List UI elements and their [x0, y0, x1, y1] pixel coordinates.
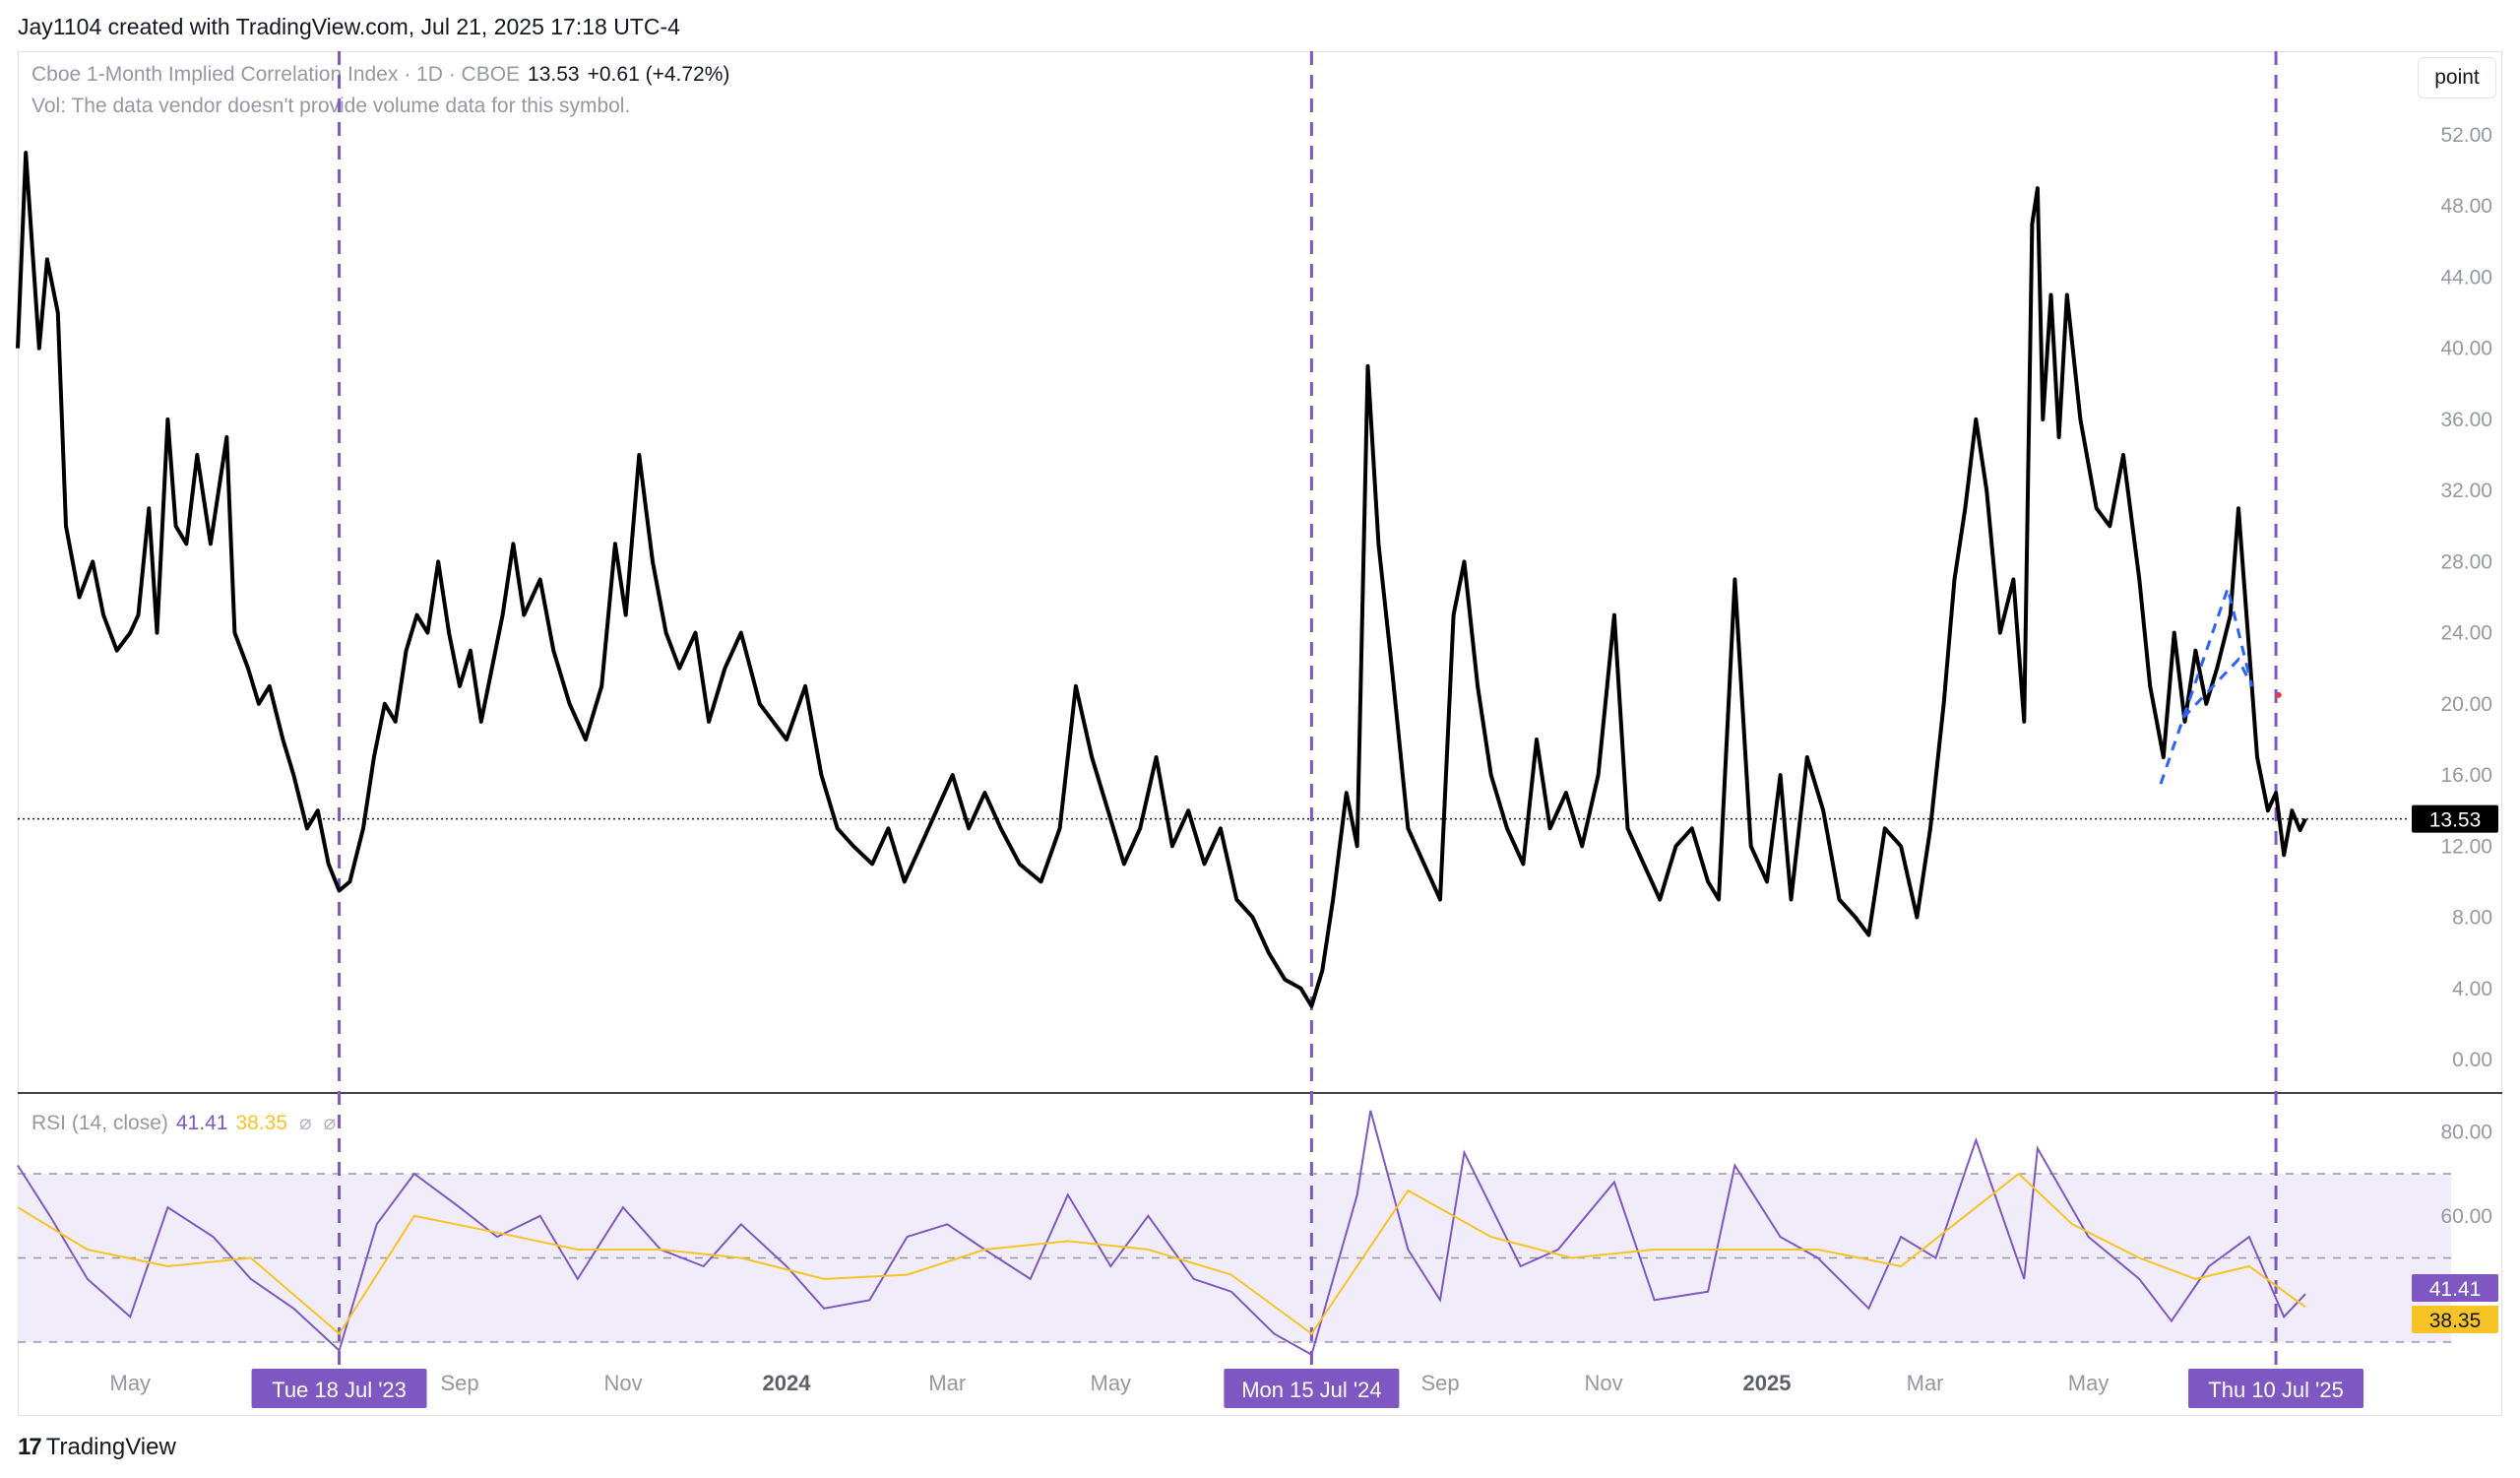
symbol-label: Cboe 1-Month Implied Correlation Index ·… — [32, 63, 521, 86]
rsi-value: 41.41 — [175, 1112, 228, 1134]
time-axis-tick: 2025 — [1743, 1371, 1792, 1395]
price-axis-tick: 20.00 — [2440, 693, 2492, 716]
time-axis-tick: May — [2068, 1371, 2110, 1395]
time-axis-tick: Sep — [1420, 1371, 1459, 1395]
date-marker-label: Mon 15 Jul '24 — [1241, 1378, 1381, 1402]
rsi-ma-badge-bg — [2412, 1306, 2498, 1333]
rsi-line[interactable] — [17, 1110, 2306, 1357]
price-axis-tick: 0.00 — [2452, 1049, 2492, 1071]
date-marker-label-bg — [2188, 1369, 2364, 1408]
pattern-dot — [2275, 691, 2282, 698]
price-axis-tick: 40.00 — [2440, 338, 2492, 360]
last-price-badge-bg — [2412, 804, 2498, 833]
date-marker-label: Thu 10 Jul '25 — [2208, 1378, 2344, 1402]
price-axis-tick: 44.00 — [2440, 266, 2492, 289]
rsi-axis-tick: 80.00 — [2440, 1121, 2492, 1143]
rsi-ma-value: 38.35 — [235, 1112, 288, 1134]
price-axis-tick: 28.00 — [2440, 550, 2492, 573]
time-axis-tick: Mar — [1907, 1371, 1944, 1395]
tradingview-logo-icon: 17 — [18, 1434, 42, 1460]
time-axis-tick: Mar — [928, 1371, 966, 1395]
price-series-line[interactable] — [16, 151, 2307, 1008]
rsi-ma-badge: 38.35 — [2429, 1310, 2482, 1332]
time-axis-tick: Sep — [440, 1371, 478, 1395]
chart-frame — [18, 51, 2502, 1416]
hide-ma-icon[interactable]: ⌀ — [323, 1112, 337, 1134]
rsi-legend: RSI (14, close) 41.41 38.35 ⌀ ⌀ — [32, 1111, 336, 1135]
time-axis-tick: May — [110, 1371, 152, 1395]
price-unit-button[interactable]: point — [2418, 57, 2496, 98]
tradingview-logo[interactable]: 17 TradingView — [18, 1434, 176, 1461]
dashed-pattern[interactable] — [2159, 583, 2254, 785]
rsi-ma-line[interactable] — [17, 1172, 2306, 1336]
last-price: 13.53 — [528, 63, 580, 86]
price-axis-tick: 16.00 — [2440, 764, 2492, 787]
price-axis-tick: 8.00 — [2452, 907, 2492, 930]
date-marker-label-bg — [1224, 1369, 1400, 1408]
price-axis-tick: 52.00 — [2440, 124, 2492, 147]
price-axis-tick: 48.00 — [2440, 195, 2492, 218]
date-marker-label-bg — [251, 1369, 427, 1408]
time-axis-tick: 2024 — [763, 1371, 812, 1395]
price-axis-tick: 32.00 — [2440, 480, 2492, 502]
time-axis-tick: Nov — [603, 1371, 642, 1395]
price-axis-tick: 4.00 — [2452, 978, 2492, 1000]
footer-brand: TradingView — [45, 1434, 176, 1460]
price-change: +0.61 (+4.72%) — [587, 63, 730, 86]
time-axis-tick: Nov — [1584, 1371, 1622, 1395]
chart-attribution: Jay1104 created with TradingView.com, Ju… — [18, 14, 680, 39]
time-axis-tick: May — [1091, 1371, 1132, 1395]
rsi-axis-tick: 60.00 — [2440, 1205, 2492, 1228]
price-axis-tick: 12.00 — [2440, 835, 2492, 858]
volume-note: Vol: The data vendor doesn't provide vol… — [32, 95, 631, 117]
date-marker-label: Tue 18 Jul '23 — [272, 1378, 407, 1402]
rsi-label: RSI (14, close) — [32, 1112, 168, 1134]
last-price-badge: 13.53 — [2429, 809, 2482, 832]
rsi-value-badge: 41.41 — [2429, 1278, 2482, 1301]
price-axis-tick: 24.00 — [2440, 622, 2492, 645]
hide-indicator-icon[interactable]: ⌀ — [299, 1112, 312, 1134]
rsi-value-badge-bg — [2412, 1274, 2498, 1302]
main-legend: Cboe 1-Month Implied Correlation Index ·… — [32, 63, 729, 87]
price-axis-tick: 36.00 — [2440, 409, 2492, 431]
